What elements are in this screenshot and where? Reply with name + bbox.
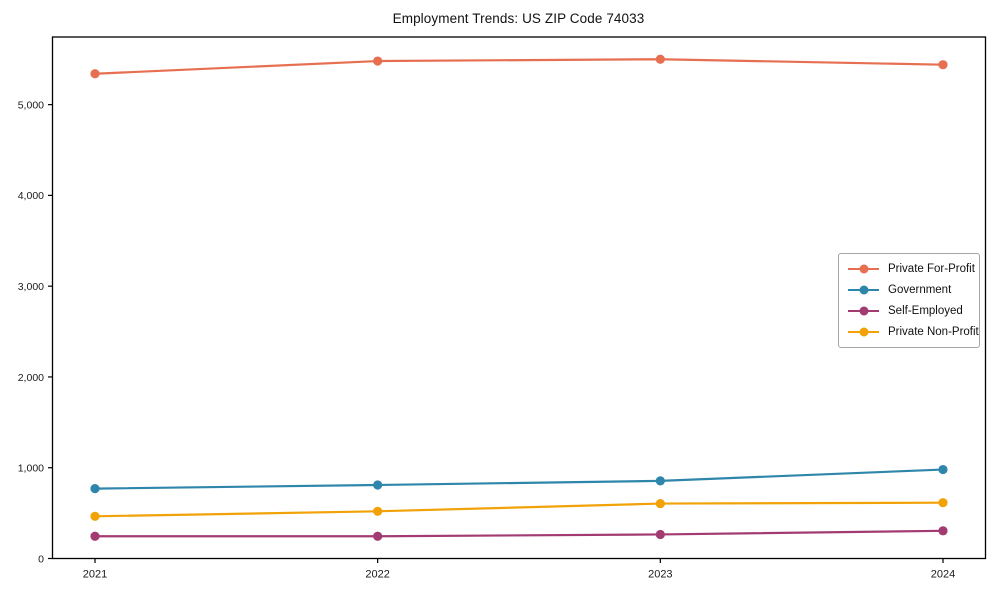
x-tick-label: 2024 xyxy=(931,569,955,581)
plot-border xyxy=(51,36,987,560)
legend-item: Government xyxy=(848,283,971,297)
y-tick-label: 3,000 xyxy=(18,281,44,293)
data-point-marker xyxy=(90,511,100,521)
data-point-marker xyxy=(373,56,383,66)
series-line xyxy=(93,501,945,518)
series-line xyxy=(93,529,945,538)
y-tick-label: 4,000 xyxy=(18,190,44,202)
data-point-marker xyxy=(655,476,665,486)
series-line xyxy=(93,468,945,490)
legend-item-label: Private For-Profit xyxy=(888,263,975,275)
legend-item: Private For-Profit xyxy=(848,262,975,276)
legend-dot xyxy=(859,264,868,274)
legend-item-label: Self-Employed xyxy=(888,305,963,317)
series-line xyxy=(93,58,945,75)
legend-dot xyxy=(859,327,868,337)
legend-item-label: Private Non-Profit xyxy=(888,326,979,338)
data-point-marker xyxy=(655,54,665,64)
legend-item: Private Non-Profit xyxy=(848,325,979,339)
data-point-marker xyxy=(373,506,383,516)
data-point-marker xyxy=(938,60,948,70)
legend: Private For-Profit Government Self-Employe… xyxy=(838,253,980,348)
legend-line-marker-icon xyxy=(848,305,879,317)
legend-dot xyxy=(859,285,868,295)
data-point-marker xyxy=(90,69,100,79)
legend-dot xyxy=(859,306,868,316)
data-point-marker xyxy=(90,484,100,494)
y-tick-label: 0 xyxy=(38,553,44,565)
data-point-marker xyxy=(938,526,948,536)
data-point-marker xyxy=(655,498,665,509)
x-tick-label: 2021 xyxy=(83,569,107,581)
legend-line-marker-icon xyxy=(848,263,879,275)
chart-title: Employment Trends: US ZIP Code 74033 xyxy=(392,11,645,26)
data-point-marker xyxy=(655,529,665,540)
legend-item-label: Government xyxy=(888,284,952,296)
legend-line-marker-icon xyxy=(848,326,879,338)
legend-line-marker-icon xyxy=(848,284,879,296)
x-tick-label: 2023 xyxy=(648,569,672,581)
y-tick-label: 2,000 xyxy=(18,372,44,384)
data-point-marker xyxy=(938,498,948,508)
data-point-marker xyxy=(373,480,383,490)
data-point-marker xyxy=(373,531,383,541)
legend-item: Self-Employed xyxy=(848,304,971,318)
data-point-marker xyxy=(938,464,948,475)
y-tick-label: 5,000 xyxy=(18,99,44,111)
x-tick-label: 2022 xyxy=(365,569,389,581)
y-tick-label: 1,000 xyxy=(18,463,44,475)
data-point-marker xyxy=(90,531,100,541)
